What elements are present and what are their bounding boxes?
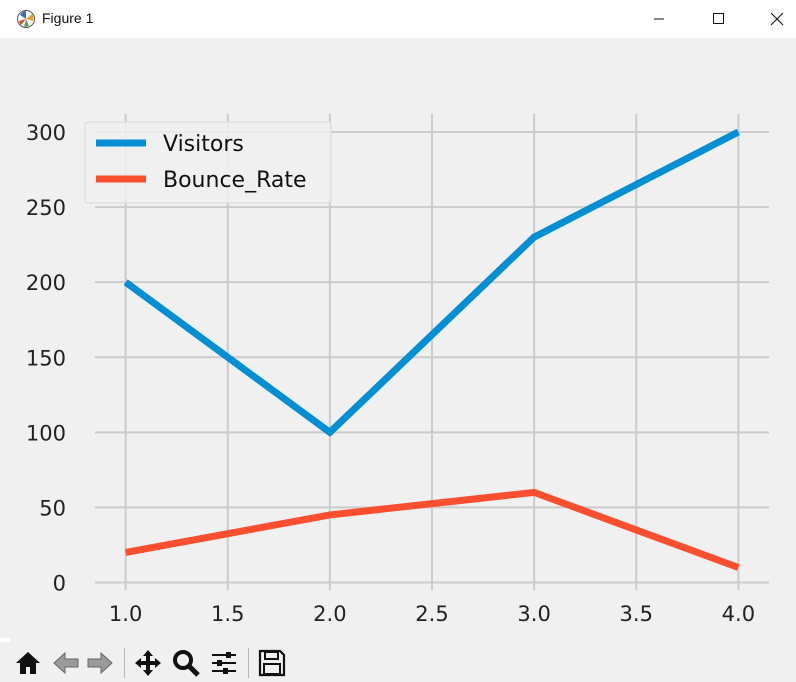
home-button[interactable] [11, 646, 45, 680]
series-line-visitors [123, 128, 740, 437]
x-tick-label: 2.0 [313, 602, 346, 626]
pan-button[interactable] [131, 646, 165, 680]
y-tick-label: 50 [39, 496, 66, 520]
legend-label: Bounce_Rate [163, 168, 307, 193]
maximize-icon [713, 13, 724, 24]
minimize-button[interactable] [630, 0, 688, 38]
window-title: Figure 1 [42, 10, 94, 26]
legend-box [84, 121, 332, 204]
background-window-edge [0, 38, 10, 638]
x-tick-label: 4.0 [722, 602, 755, 626]
y-tick-label: 250 [26, 196, 66, 220]
toolbar-separator [248, 648, 249, 678]
save-button[interactable] [255, 646, 289, 680]
minimize-icon [654, 18, 664, 20]
configure-subplots-button[interactable] [207, 646, 241, 680]
back-button[interactable] [49, 646, 83, 680]
x-tick-label: 2.5 [415, 602, 448, 626]
matplotlib-app-icon [17, 10, 35, 28]
close-button[interactable] [748, 0, 796, 38]
legend-label: Visitors [163, 132, 244, 157]
close-icon [770, 12, 784, 26]
configure-subplots-icon [212, 652, 236, 674]
y-tick-label: 100 [26, 421, 66, 445]
x-tick-label: 3.5 [620, 602, 653, 626]
home-icon [16, 652, 40, 674]
y-tick-label: 150 [26, 346, 66, 370]
zoom-button[interactable] [169, 646, 203, 680]
series-line-bounce-rate [125, 488, 740, 571]
back-icon [53, 651, 79, 675]
line-chart: 1.0 1.5 2.0 2.5 3.0 3.5 4.0 0 50 100 150 200 250 300 V… [26, 114, 769, 626]
y-tick-label: 200 [26, 271, 66, 295]
forward-button[interactable] [83, 646, 117, 680]
y-tick-label: 0 [53, 571, 66, 595]
window-titlebar: Figure 1 [0, 0, 796, 38]
x-tick-label: 1.0 [109, 602, 142, 626]
navigation-toolbar [0, 642, 796, 682]
x-tick-label: 3.0 [517, 602, 550, 626]
zoom-icon [173, 650, 200, 677]
forward-icon [87, 651, 113, 675]
x-tick-label: 1.5 [211, 602, 244, 626]
y-tick-label: 300 [26, 121, 66, 145]
figure-canvas: 1.0 1.5 2.0 2.5 3.0 3.5 4.0 0 50 100 150 200 250 300 V… [10, 38, 796, 642]
maximize-button[interactable] [690, 0, 748, 38]
save-icon [258, 649, 286, 677]
toolbar-separator [124, 648, 125, 678]
pan-icon [135, 650, 161, 676]
